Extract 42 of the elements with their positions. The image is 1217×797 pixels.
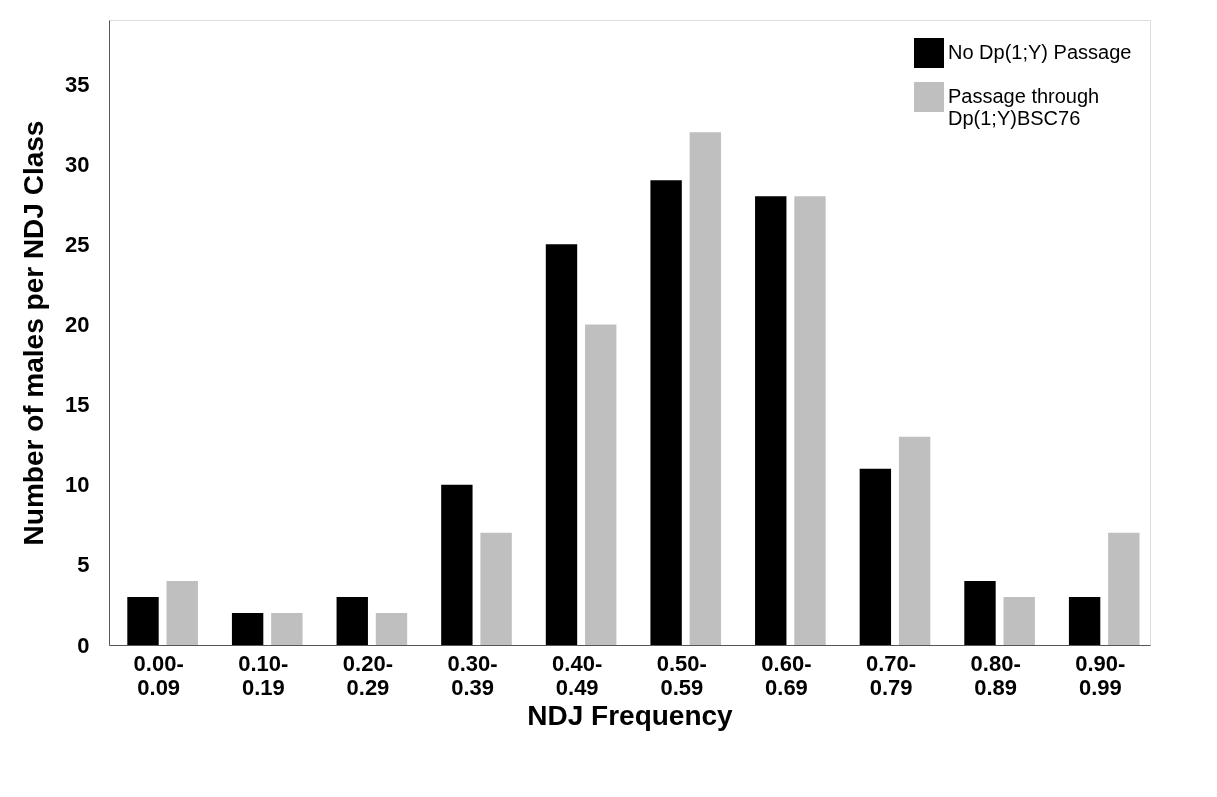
y-tick-label: 25 [65, 231, 90, 257]
x-tick-label: 0.80-0.89 [970, 650, 1021, 700]
y-axis-title: Number of males per NDJ Class [18, 120, 50, 546]
bar [1108, 532, 1140, 645]
bar [689, 132, 722, 645]
bar [480, 532, 512, 645]
bar [650, 180, 682, 645]
x-tick-label: 0.20-0.29 [342, 650, 394, 700]
bar [794, 196, 826, 645]
bar [271, 612, 303, 645]
bar [375, 612, 408, 645]
x-tick-label: 0.00-0.09 [133, 650, 184, 700]
y-tick-label: 10 [65, 472, 90, 498]
x-tick-label: 0.40-0.49 [552, 650, 603, 700]
bar [898, 436, 931, 645]
bar [127, 596, 159, 645]
x-tick-label: 0.60-0.69 [761, 650, 812, 700]
y-tick-label: 35 [65, 71, 90, 97]
y-tick-label: 0 [77, 632, 90, 658]
bar [1003, 596, 1035, 645]
bar [755, 196, 787, 645]
y-tick-label: 5 [77, 552, 90, 578]
bar [545, 244, 578, 645]
y-tick-label: 30 [65, 151, 90, 177]
x-tick-label: 0.50-0.59 [656, 650, 707, 700]
bar [964, 580, 996, 645]
bar [441, 484, 473, 645]
x-tick-label: 0.70-0.79 [865, 650, 917, 700]
bar [231, 612, 264, 645]
bar [336, 596, 368, 645]
y-tick-label: 15 [65, 392, 90, 418]
x-tick-label: 0.30-0.39 [447, 650, 498, 700]
legend-label: Passage through Dp(1;Y)BSC76 [948, 85, 1100, 129]
bar [1068, 596, 1101, 645]
x-axis-title: NDJ Frequency [527, 699, 734, 731]
bar [585, 324, 617, 645]
bar [166, 580, 198, 645]
bar [859, 468, 892, 645]
y-tick-label: 20 [65, 311, 90, 337]
legend-label: No Dp(1;Y) Passage [948, 41, 1132, 63]
x-tick-label: 0.10-0.19 [238, 650, 289, 700]
x-tick-label: 0.90-0.99 [1075, 650, 1126, 700]
